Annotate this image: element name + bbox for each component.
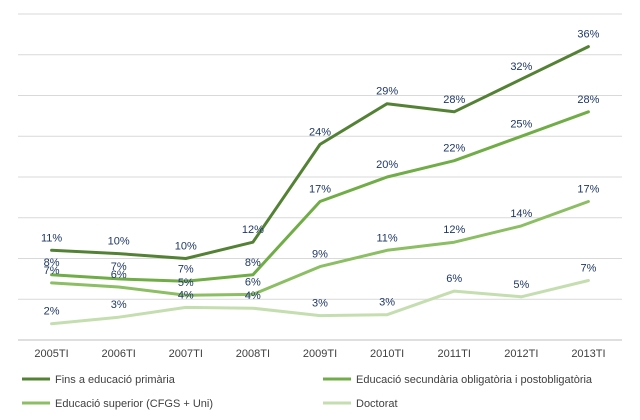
data-label: 10% xyxy=(108,236,130,248)
x-tick-label: 2007TI xyxy=(169,348,203,360)
data-label: 28% xyxy=(443,94,465,106)
data-label: 25% xyxy=(510,118,532,130)
data-label: 24% xyxy=(309,126,331,138)
data-label: 17% xyxy=(577,183,599,195)
data-label: 3% xyxy=(312,298,328,310)
data-label: 5% xyxy=(178,277,194,289)
data-label: 29% xyxy=(376,86,398,98)
data-label: 20% xyxy=(376,159,398,171)
series-line-1 xyxy=(50,45,590,260)
legend: Fins a educació primària Educació secundà… xyxy=(22,374,593,410)
data-label: 6% xyxy=(446,273,462,285)
data-label: 7% xyxy=(44,265,60,277)
data-label: 28% xyxy=(577,94,599,106)
data-label: 11% xyxy=(41,232,62,244)
data-label: 8% xyxy=(245,257,261,269)
data-label: 36% xyxy=(577,29,599,41)
x-axis: 2005TI 2006TI 2007TI 2008TI 2009TI 2010TI 2011… xyxy=(34,348,605,360)
data-label: 6% xyxy=(245,276,261,288)
data-label: 8% xyxy=(44,257,60,269)
legend-label: Fins a educació primària xyxy=(55,374,176,386)
data-label: 3% xyxy=(379,297,395,309)
data-label: 9% xyxy=(312,249,328,261)
data-label: 12% xyxy=(242,224,264,236)
x-tick-label: 2013TI xyxy=(571,348,605,360)
data-label: 14% xyxy=(510,208,532,220)
data-label: 7% xyxy=(111,261,127,273)
series-line-3 xyxy=(50,200,590,297)
x-tick-label: 2009TI xyxy=(303,348,337,360)
series-lines xyxy=(50,45,590,326)
x-tick-label: 2011TI xyxy=(438,348,471,360)
series-line-4 xyxy=(50,279,590,326)
data-label: 12% xyxy=(443,224,465,236)
data-label: 17% xyxy=(309,183,331,195)
data-label: 32% xyxy=(510,61,532,73)
gridlines xyxy=(18,13,622,341)
data-label: 7% xyxy=(580,263,596,275)
legend-label: Educació secundària obligatòria i postob… xyxy=(356,374,593,386)
legend-label: Doctorat xyxy=(356,398,398,410)
data-labels: 11% 10% 10%12%24%29%28%32%36%8% 7% 7%8%17%20… xyxy=(41,29,600,318)
data-label: 10% xyxy=(175,241,197,253)
data-label: 7% xyxy=(178,263,194,275)
data-label: 3% xyxy=(111,299,127,311)
x-tick-label: 2012TI xyxy=(504,348,538,360)
legend-label: Educació superior (CFGS + Uni) xyxy=(55,398,213,410)
x-tick-label: 2008TI xyxy=(236,348,270,360)
x-tick-label: 2006TI xyxy=(102,348,136,360)
data-label: 5% xyxy=(513,279,529,291)
data-label: 6% xyxy=(111,269,127,281)
x-tick-label: 2010TI xyxy=(370,348,404,360)
data-label: 4% xyxy=(178,289,194,301)
data-label: 2% xyxy=(44,306,60,318)
data-label: 11% xyxy=(377,232,398,244)
data-label: 4% xyxy=(245,290,261,302)
series-line-2 xyxy=(50,110,590,283)
data-label: 22% xyxy=(443,143,465,155)
x-tick-label: 2005TI xyxy=(34,348,68,360)
